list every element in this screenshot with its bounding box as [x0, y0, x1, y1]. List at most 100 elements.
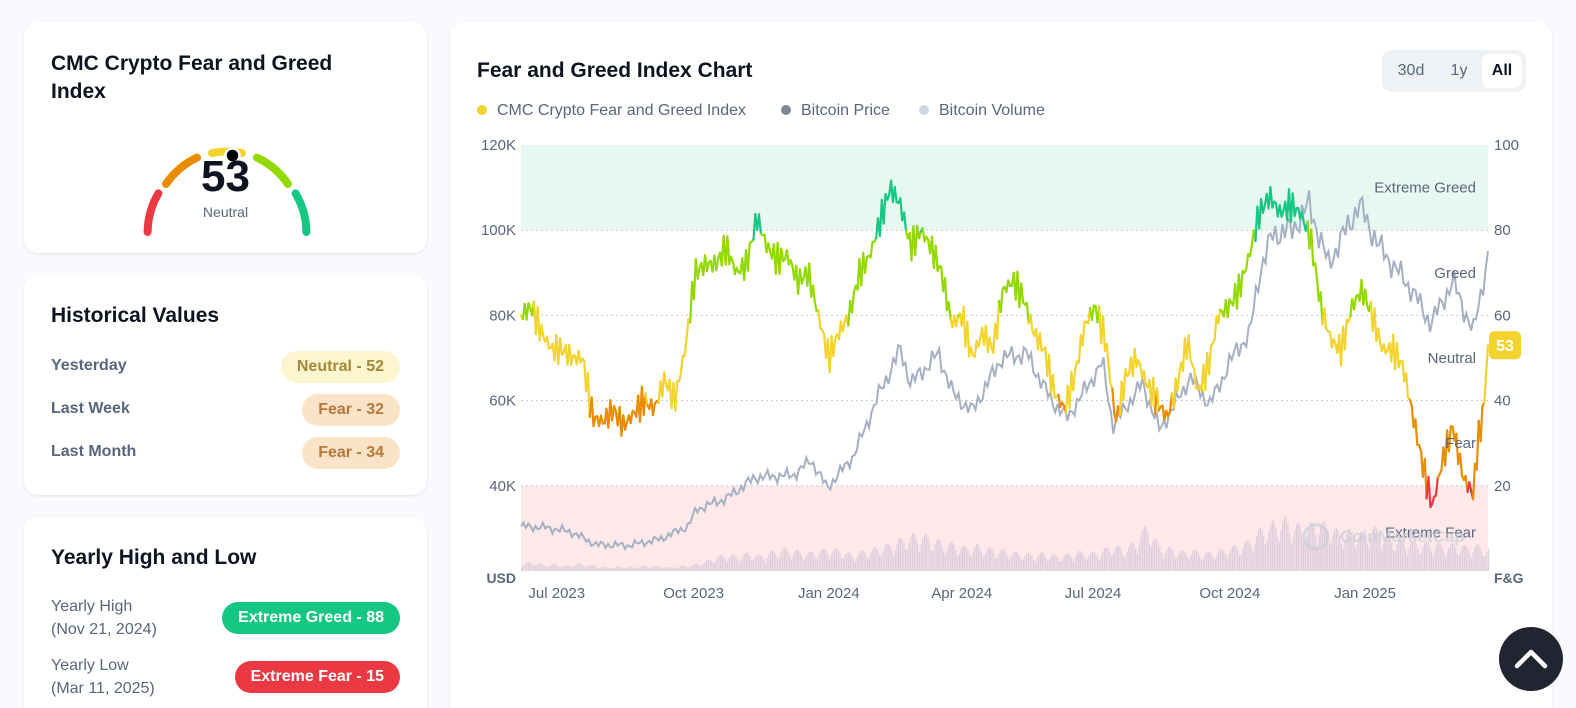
fear-greed-line-segment	[1090, 304, 1095, 322]
volume-bar	[1372, 530, 1374, 571]
volume-bar	[564, 565, 566, 571]
fear-greed-chart[interactable]: 20 40 60 80 100 40K 60K 80K 100K 120K USD F&G Jul 20…	[450, 22, 1552, 642]
volume-bar	[1017, 553, 1019, 571]
fear-greed-line-segment	[715, 257, 720, 272]
volume-bar	[666, 567, 668, 571]
y-right-tick-label: 80	[1494, 222, 1511, 239]
volume-bar	[1059, 560, 1061, 571]
volume-bar	[1486, 551, 1488, 571]
volume-bar	[566, 565, 568, 571]
volume-bar	[1197, 552, 1199, 571]
volume-bar	[1062, 558, 1064, 571]
volume-bar	[1190, 554, 1192, 571]
volume-bar	[744, 553, 746, 571]
volume-bar	[884, 546, 886, 571]
volume-bar	[640, 566, 642, 571]
volume-bar	[1065, 553, 1068, 571]
volume-bar	[1188, 559, 1190, 571]
fear-greed-line-segment	[1029, 313, 1034, 332]
volume-bar	[1038, 554, 1040, 571]
volume-bar	[1126, 551, 1128, 571]
volume-bar	[899, 537, 901, 571]
legend-item-price[interactable]: Bitcoin Price	[781, 100, 890, 122]
scroll-to-top-button[interactable]	[1499, 627, 1563, 691]
volume-bar	[1271, 520, 1273, 571]
volume-bar	[680, 566, 682, 571]
volume-bar	[1067, 553, 1069, 571]
volume-bar	[1104, 548, 1106, 571]
fear-greed-line-segment	[808, 262, 813, 298]
yearly-high-date: (Nov 21, 2024)	[51, 621, 157, 638]
volume-bar	[1455, 548, 1457, 571]
legend-item-index[interactable]: CMC Crypto Fear and Greed Index	[477, 100, 746, 122]
volume-bar	[1341, 543, 1343, 571]
volume-bar	[1472, 552, 1474, 571]
volume-bar	[745, 552, 748, 571]
volume-bar	[1221, 548, 1223, 571]
volume-bar	[1164, 553, 1166, 571]
volume-bar	[813, 554, 815, 571]
volume-bar	[794, 551, 796, 571]
volume-bar	[611, 568, 613, 571]
volume-bar	[863, 551, 865, 571]
volume-bar	[1411, 540, 1414, 571]
volume-bar	[1124, 557, 1126, 571]
volume-bar	[832, 551, 834, 571]
volume-bar	[1005, 552, 1007, 571]
volume-bar	[920, 543, 922, 571]
volume-bar	[1105, 547, 1107, 571]
range-button-all[interactable]: All	[1482, 54, 1522, 88]
volume-bar	[1216, 554, 1218, 571]
volume-bar	[811, 552, 813, 571]
volume-bar	[809, 551, 812, 571]
volume-bar	[529, 562, 531, 571]
volume-bar	[835, 548, 837, 571]
volume-bar	[879, 554, 881, 571]
volume-bar	[1429, 546, 1431, 571]
range-button-1y[interactable]: 1y	[1450, 62, 1468, 79]
volume-bar	[619, 566, 621, 571]
y-right-unit: F&G	[1494, 570, 1524, 586]
volume-bar	[1405, 548, 1407, 571]
volume-bar	[1086, 559, 1088, 571]
volume-bar	[1296, 523, 1298, 571]
volume-bar	[1365, 537, 1367, 571]
volume-bar	[1474, 547, 1476, 571]
volume-bar	[630, 566, 632, 571]
volume-bar	[624, 568, 626, 571]
volume-bar	[1219, 549, 1222, 571]
volume-bar	[1225, 554, 1227, 571]
yearly-high-pill: Extreme Greed - 88	[222, 602, 400, 634]
volume-bar	[929, 543, 931, 571]
volume-bar	[711, 561, 713, 571]
volume-bar	[1136, 553, 1138, 571]
volume-bar	[901, 539, 903, 571]
fear-greed-line-segment	[624, 420, 629, 431]
volume-bar	[1123, 555, 1125, 571]
volume-bar	[1283, 516, 1286, 571]
y-left-tick-label: 100K	[481, 222, 516, 239]
volume-bar	[751, 559, 753, 571]
volume-bar	[1140, 537, 1142, 571]
range-button-30d[interactable]: 30d	[1397, 62, 1425, 79]
volume-bar	[735, 556, 737, 571]
volume-bar	[1176, 557, 1178, 571]
fear-greed-line-segment	[1373, 307, 1378, 343]
volume-bar	[842, 558, 844, 571]
volume-bar	[526, 562, 528, 571]
fear-greed-line-segment	[1226, 298, 1231, 319]
legend-item-volume[interactable]: Bitcoin Volume	[919, 100, 1045, 122]
volume-bar	[719, 555, 722, 571]
yearly-high-low-card: Yearly High and Low Yearly High (Nov 21,…	[24, 517, 427, 708]
gauge-graphic	[143, 147, 311, 236]
volume-bar	[960, 548, 962, 571]
volume-bar	[1166, 549, 1168, 571]
volume-bar	[1398, 540, 1400, 571]
volume-bar	[1159, 547, 1161, 571]
volume-bar	[1050, 556, 1052, 571]
volume-bar	[1361, 531, 1363, 571]
fear-greed-line-segment	[1020, 282, 1025, 304]
volume-bar	[880, 557, 882, 571]
volume-bar	[635, 568, 637, 571]
fear-greed-line-segment	[629, 409, 634, 425]
